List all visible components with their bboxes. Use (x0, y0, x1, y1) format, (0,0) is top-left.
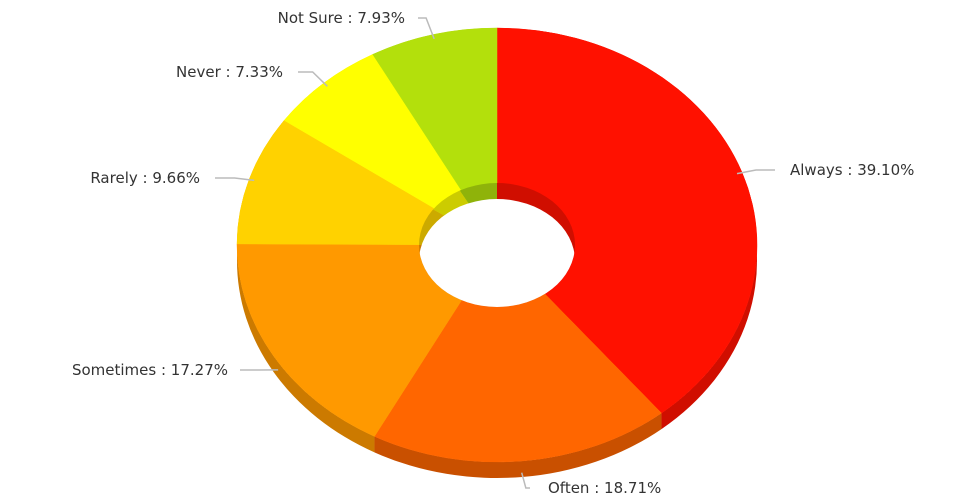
separator: : (138, 169, 153, 187)
slice (374, 244, 662, 463)
leader-line (736, 169, 775, 175)
labels: Always : 39.10% Often : 18.71% Sometimes :… (72, 9, 914, 497)
slice-label: Not Sure : 7.93% (278, 9, 405, 27)
value-label: 39.10% (857, 161, 914, 179)
category-name: Always (790, 161, 843, 179)
separator: : (156, 361, 171, 379)
hole-floor (419, 199, 575, 307)
value-label: 9.66% (152, 169, 200, 187)
separator: : (221, 63, 236, 81)
slice-label: Rarely : 9.66% (90, 169, 200, 187)
leader-line (418, 17, 435, 40)
category-name: Rarely (90, 169, 138, 187)
separator: : (589, 479, 604, 497)
separator: : (843, 161, 858, 179)
value-label: 18.71% (604, 479, 661, 497)
separator: : (343, 9, 358, 27)
slice-label: Sometimes : 17.27% (72, 361, 228, 379)
value-label: 7.33% (235, 63, 283, 81)
slice-label: Often : 18.71% (548, 479, 661, 497)
leader-line (298, 71, 328, 87)
hole (419, 183, 575, 307)
leader-line (520, 472, 530, 489)
value-label: 17.27% (171, 361, 228, 379)
category-name: Sometimes (72, 361, 156, 379)
category-name: Often (548, 479, 589, 497)
slice-side (374, 413, 662, 478)
slice (236, 243, 498, 437)
slice-label: Never : 7.33% (176, 63, 283, 81)
slice-label: Always : 39.10% (790, 161, 914, 179)
leader-line (215, 177, 255, 182)
category-name: Never (176, 63, 222, 81)
slice-side (237, 243, 375, 453)
value-label: 7.93% (357, 9, 405, 27)
category-name: Not Sure (278, 9, 343, 27)
